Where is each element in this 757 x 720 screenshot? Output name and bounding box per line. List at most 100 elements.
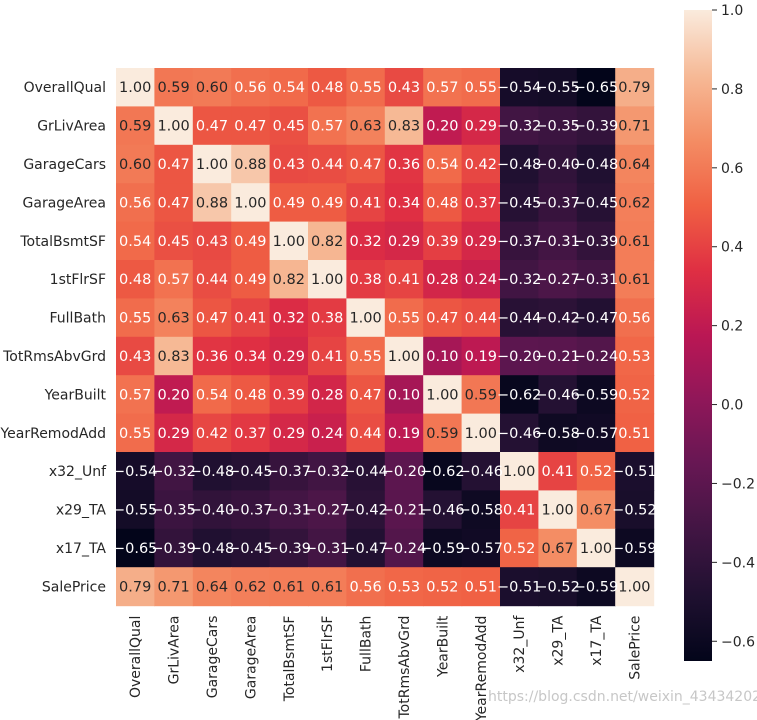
heatmap-cell bbox=[384, 298, 424, 338]
heatmap-cell bbox=[192, 528, 232, 568]
cell-value-label: −0.42 bbox=[343, 503, 387, 519]
cell-value-label: 0.61 bbox=[311, 579, 343, 595]
heatmap-cell bbox=[346, 183, 386, 223]
heatmap-cell bbox=[461, 68, 501, 107]
heatmap-cell bbox=[346, 336, 386, 376]
heatmap-cell bbox=[116, 528, 155, 568]
y-tick-label: 1stFlrSF bbox=[50, 272, 106, 288]
heatmap-cell bbox=[461, 452, 501, 491]
cell-value-label: 0.59 bbox=[157, 80, 189, 96]
heatmap-cell bbox=[269, 144, 309, 184]
heatmap-cell bbox=[500, 106, 539, 146]
heatmap-cell bbox=[615, 298, 655, 338]
colorbar-tick-label: 1.0 bbox=[721, 3, 743, 19]
cell-value-label: −0.57 bbox=[459, 541, 503, 557]
cell-value-label: 0.43 bbox=[388, 80, 420, 96]
cell-value-label: −0.46 bbox=[459, 464, 503, 480]
heatmap-cell bbox=[576, 68, 616, 107]
heatmap-cell bbox=[154, 106, 194, 146]
heatmap-cell bbox=[538, 375, 578, 415]
colorbar-ticks: 1.0 0.8 0.6 0.4 0.2 0.0 −0.2 −0.4 −0.6 bbox=[712, 3, 755, 650]
heatmap-cell bbox=[308, 452, 347, 491]
cell-value-label: 0.47 bbox=[157, 195, 189, 211]
heatmap-cell bbox=[192, 490, 232, 530]
heatmap-cell bbox=[346, 106, 386, 146]
cell-value-label: 0.48 bbox=[234, 387, 266, 403]
cell-value-label: 0.62 bbox=[234, 579, 266, 595]
cell-value-label: −0.52 bbox=[612, 503, 656, 519]
cell-value-label: −0.59 bbox=[574, 387, 618, 403]
heatmap-cell bbox=[500, 490, 539, 530]
y-tick-label: OverallQual bbox=[24, 80, 106, 96]
x-axis-labels: OverallQual GrLivArea GarageCars GarageArea… bbox=[128, 615, 643, 720]
cell-value-label: 0.49 bbox=[234, 234, 266, 250]
heatmap-cell bbox=[576, 298, 616, 338]
heatmap-cell bbox=[384, 68, 424, 107]
heatmap-cell bbox=[615, 490, 655, 530]
heatmap-cell bbox=[538, 68, 578, 107]
heatmap-cell bbox=[615, 413, 655, 453]
heatmap-cell bbox=[192, 567, 232, 607]
heatmap-cell bbox=[538, 298, 578, 338]
cell-value-label: −0.51 bbox=[497, 579, 541, 595]
cell-value-label: −0.65 bbox=[113, 541, 157, 557]
cell-value-label: 0.55 bbox=[119, 426, 151, 442]
heatmap-cell bbox=[500, 298, 539, 338]
cell-value-label: −0.37 bbox=[535, 195, 579, 211]
x-tick-label: TotRmsAbvGrd bbox=[397, 616, 413, 720]
heatmap-cell bbox=[116, 336, 155, 376]
cell-value-label: 0.37 bbox=[465, 195, 497, 211]
heatmap-cell bbox=[269, 68, 309, 107]
cell-value-label: 0.54 bbox=[426, 157, 458, 173]
heatmap-cell bbox=[384, 336, 424, 376]
heatmap-cell bbox=[576, 413, 616, 453]
heatmap-cell bbox=[423, 336, 463, 376]
cell-value-label: 0.54 bbox=[273, 80, 305, 96]
cell-value-label: −0.48 bbox=[574, 157, 618, 173]
cell-value-label: −0.35 bbox=[151, 503, 195, 519]
heatmap-cell bbox=[231, 183, 271, 223]
cell-value-label: 0.71 bbox=[157, 579, 189, 595]
cell-value-label: 0.51 bbox=[465, 579, 497, 595]
heatmap-cell bbox=[500, 413, 539, 453]
cell-value-label: −0.37 bbox=[228, 503, 272, 519]
heatmap-cell bbox=[615, 68, 655, 107]
cell-value-label: 0.48 bbox=[311, 80, 343, 96]
cell-value-label: 0.63 bbox=[349, 119, 381, 135]
heatmap-cell bbox=[538, 106, 578, 146]
heatmap-cell bbox=[461, 336, 501, 376]
cell-value-label: 1.00 bbox=[503, 464, 535, 480]
heatmap-cell bbox=[615, 528, 655, 568]
heatmap-cell bbox=[192, 336, 232, 376]
cell-value-label: −0.31 bbox=[535, 234, 579, 250]
cell-value-label: 1.00 bbox=[580, 541, 612, 557]
heatmap-cell bbox=[116, 490, 155, 530]
heatmap-cell bbox=[461, 144, 501, 184]
heatmap-cell bbox=[576, 336, 616, 376]
heatmap-cell bbox=[154, 298, 194, 338]
cell-value-label: 0.47 bbox=[349, 157, 381, 173]
cell-value-label: 0.56 bbox=[119, 195, 151, 211]
y-tick-label: x29_TA bbox=[56, 503, 107, 519]
cell-value-label: −0.32 bbox=[305, 464, 349, 480]
y-tick-label: x32_Unf bbox=[49, 464, 107, 480]
x-tick-label: GarageArea bbox=[243, 616, 259, 699]
cell-value-label: 1.00 bbox=[157, 119, 189, 135]
cell-value-label: −0.46 bbox=[535, 387, 579, 403]
y-tick-label: x17_TA bbox=[56, 541, 107, 557]
y-tick-label: GarageCars bbox=[23, 157, 106, 173]
heatmap-cell bbox=[231, 336, 271, 376]
cell-value-label: −0.45 bbox=[228, 464, 272, 480]
heatmap-cell bbox=[538, 260, 578, 299]
heatmap-cell bbox=[154, 528, 194, 568]
heatmap-cell bbox=[500, 260, 539, 299]
cell-value-label: −0.65 bbox=[574, 80, 618, 96]
cell-value-label: −0.32 bbox=[497, 272, 541, 288]
cell-value-label: 0.29 bbox=[157, 426, 189, 442]
heatmap-cell bbox=[231, 68, 271, 107]
heatmap-cell bbox=[116, 298, 155, 338]
heatmap-cell bbox=[269, 298, 309, 338]
heatmap-cell bbox=[269, 106, 309, 146]
cell-value-label: 0.39 bbox=[273, 387, 305, 403]
cell-value-label: 0.57 bbox=[426, 80, 458, 96]
